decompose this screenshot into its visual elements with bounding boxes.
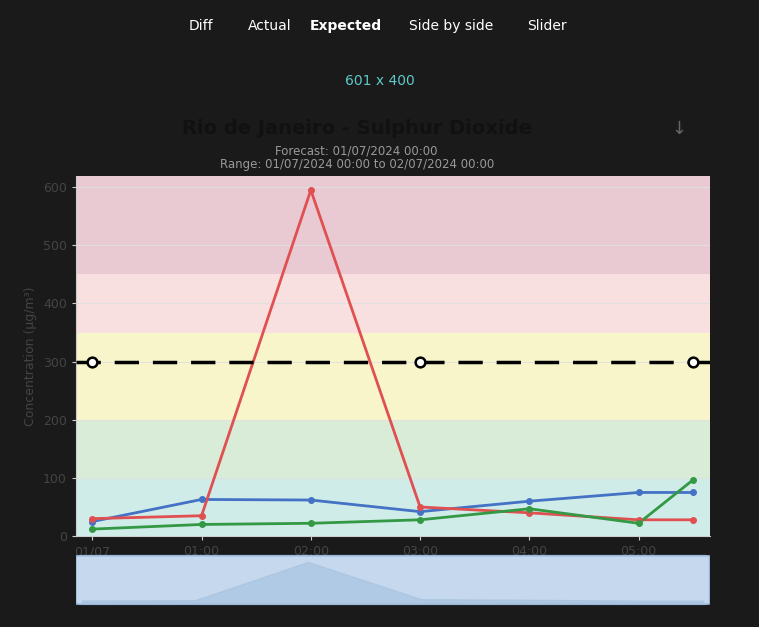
FancyBboxPatch shape bbox=[76, 556, 710, 604]
Text: Actual: Actual bbox=[247, 19, 291, 33]
Text: Side by side: Side by side bbox=[409, 19, 494, 33]
Bar bbox=[76, 332, 710, 420]
Y-axis label: Concentration (μg/m³): Concentration (μg/m³) bbox=[24, 286, 37, 426]
Text: Expected: Expected bbox=[309, 19, 382, 33]
Bar bbox=[76, 275, 710, 332]
Text: Slider: Slider bbox=[527, 19, 566, 33]
Text: ↓: ↓ bbox=[672, 120, 687, 137]
Bar bbox=[76, 478, 710, 536]
Text: Range: 01/07/2024 00:00 to 02/07/2024 00:00: Range: 01/07/2024 00:00 to 02/07/2024 00… bbox=[219, 158, 494, 171]
Text: 601 x 400: 601 x 400 bbox=[345, 74, 414, 88]
Bar bbox=[76, 176, 710, 275]
Bar bbox=[76, 420, 710, 478]
Text: Diff: Diff bbox=[189, 19, 213, 33]
Text: Rio de Janeiro - Sulphur Dioxide: Rio de Janeiro - Sulphur Dioxide bbox=[182, 119, 531, 138]
Text: Forecast: 01/07/2024 00:00: Forecast: 01/07/2024 00:00 bbox=[276, 145, 438, 157]
